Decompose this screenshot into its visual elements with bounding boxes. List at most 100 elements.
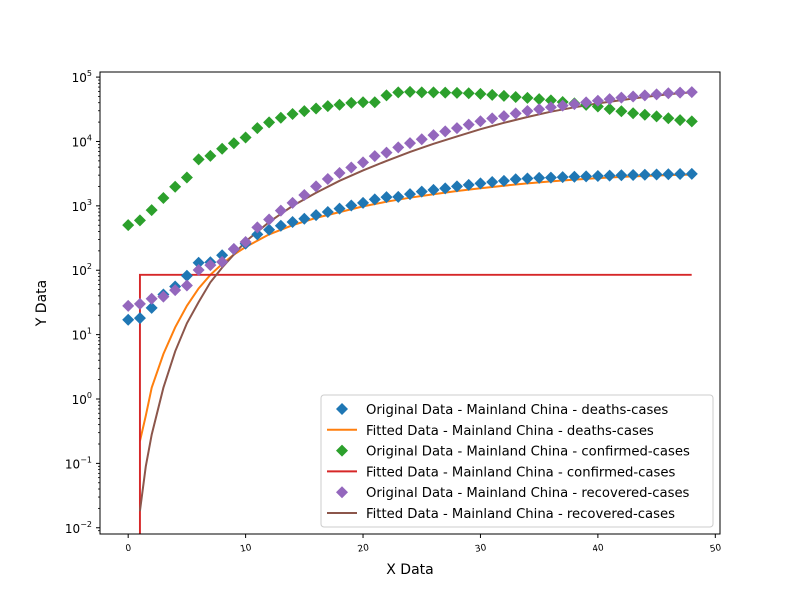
data-point-series-2 — [169, 180, 182, 193]
data-point-series-0 — [286, 215, 299, 228]
data-point-series-2 — [345, 96, 358, 109]
data-point-series-0 — [674, 168, 687, 181]
data-point-series-4 — [638, 89, 651, 102]
data-point-series-0 — [533, 171, 546, 184]
x-axis-label: X Data — [386, 562, 433, 578]
y-tick-label: 101 — [72, 327, 92, 343]
data-point-series-0 — [615, 169, 628, 182]
data-point-series-4 — [368, 150, 381, 163]
legend-items: Original Data - Mainland China - deaths-… — [327, 403, 690, 522]
data-point-series-4 — [321, 172, 334, 185]
data-point-series-4 — [298, 188, 311, 201]
y-tick-base: 10 — [72, 71, 87, 85]
data-point-series-0 — [133, 312, 146, 325]
data-point-series-2 — [603, 102, 616, 115]
y-tick-base: 10 — [72, 329, 87, 343]
data-point-series-2 — [298, 105, 311, 118]
data-point-series-2 — [497, 89, 510, 102]
data-point-series-0 — [544, 171, 557, 184]
data-point-series-2 — [650, 110, 663, 123]
y-tick-exponent: 3 — [87, 198, 92, 207]
data-point-series-0 — [580, 170, 593, 183]
x-tick-label: 40 — [592, 543, 605, 555]
y-tick-exponent: 0 — [87, 391, 92, 400]
data-point-series-0 — [216, 249, 229, 262]
data-point-series-4 — [685, 86, 698, 99]
y-tick-label: 100 — [72, 391, 92, 407]
data-point-series-2 — [627, 107, 640, 120]
data-point-series-2 — [239, 131, 252, 144]
data-point-series-4 — [380, 146, 393, 159]
data-point-series-4 — [439, 125, 452, 138]
legend-label-series-0: Original Data - Mainland China - deaths-… — [366, 403, 668, 418]
data-point-series-4 — [310, 180, 323, 193]
data-point-series-2 — [427, 86, 440, 99]
legend-label-series-3: Fitted Data - Mainland China - confirmed… — [366, 465, 675, 480]
data-point-series-2 — [380, 89, 393, 102]
data-point-series-0 — [192, 256, 205, 269]
data-point-series-4 — [180, 279, 193, 292]
y-tick-label: 10−1 — [65, 455, 92, 471]
data-point-series-0 — [310, 209, 323, 222]
data-point-series-4 — [509, 107, 522, 120]
y-tick-exponent: 1 — [87, 327, 92, 336]
data-point-series-4 — [404, 137, 416, 150]
data-point-series-4 — [216, 255, 229, 268]
data-point-series-4 — [474, 115, 487, 128]
legend-label-series-2: Original Data - Mainland China - confirm… — [366, 445, 690, 460]
data-point-series-0 — [521, 172, 534, 185]
data-point-series-2 — [674, 114, 687, 127]
data-point-series-2 — [274, 111, 287, 124]
data-point-series-4 — [591, 94, 604, 107]
data-point-series-0 — [439, 182, 452, 195]
data-point-series-2 — [368, 96, 381, 109]
data-point-series-4 — [615, 91, 628, 104]
data-point-series-0 — [591, 169, 604, 182]
x-tick-label: 20 — [357, 543, 370, 555]
data-point-series-2 — [474, 87, 487, 100]
data-point-series-2 — [450, 86, 463, 99]
data-point-series-0 — [474, 177, 487, 190]
data-point-series-2 — [615, 105, 628, 118]
data-point-series-2 — [192, 153, 205, 166]
x-axis-ticks: 0 10 20 30 40 50 — [125, 534, 722, 555]
data-point-series-0 — [415, 185, 428, 198]
data-point-series-4 — [357, 156, 370, 169]
data-point-series-0 — [357, 196, 370, 209]
data-point-series-4 — [650, 88, 663, 101]
data-point-series-4 — [568, 98, 581, 111]
legend-label-series-4: Original Data - Mainland China - recover… — [366, 486, 690, 501]
data-point-series-4 — [227, 242, 240, 255]
data-point-series-0 — [427, 183, 440, 196]
data-point-series-0 — [380, 191, 393, 204]
data-point-series-2 — [638, 108, 651, 121]
data-point-series-4 — [145, 292, 158, 305]
data-point-series-4 — [263, 213, 276, 226]
data-point-series-0 — [497, 174, 510, 187]
data-point-series-0 — [509, 173, 522, 186]
legend-marker-series-0 — [336, 403, 348, 415]
data-point-series-0 — [685, 167, 698, 180]
data-point-series-4 — [345, 161, 358, 174]
data-point-series-2 — [486, 88, 499, 101]
data-point-series-2 — [227, 137, 240, 150]
legend-frame — [320, 394, 714, 528]
data-point-series-2 — [521, 91, 534, 104]
data-point-series-4 — [169, 284, 182, 297]
data-point-series-0 — [251, 228, 264, 241]
data-point-series-0 — [450, 180, 463, 193]
y-tick-exponent: 4 — [87, 133, 92, 142]
data-point-series-2 — [180, 171, 193, 184]
y-tick-base: 10 — [72, 264, 87, 278]
y-tick-label: 102 — [72, 262, 92, 278]
y-tick-exponent: 2 — [87, 262, 92, 271]
data-point-series-2 — [544, 94, 557, 107]
data-point-series-0 — [333, 202, 346, 215]
data-point-series-4 — [286, 196, 299, 209]
data-point-series-2 — [216, 142, 229, 155]
data-point-series-0 — [368, 193, 381, 206]
data-point-series-2 — [251, 122, 264, 135]
x-tick-label: 30 — [474, 543, 487, 555]
data-point-series-2 — [286, 107, 299, 120]
